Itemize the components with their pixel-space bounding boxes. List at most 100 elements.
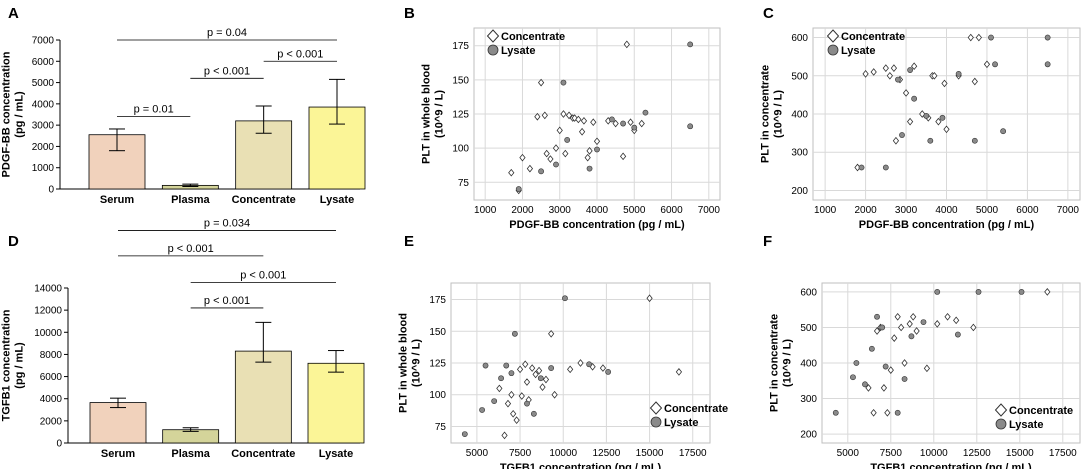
point-lysate xyxy=(975,288,982,295)
legend-circle-icon xyxy=(487,44,499,56)
point-concentrate xyxy=(539,383,546,391)
category-label: Lysate xyxy=(319,448,353,460)
y-tick-label: 4000 xyxy=(40,394,63,405)
bar-serum xyxy=(89,402,147,444)
point-concentrate xyxy=(519,153,526,162)
y-tick-label: 500 xyxy=(791,71,808,82)
y-axis-label-line: (10^9 / L) xyxy=(773,90,785,138)
y-tick-label: 150 xyxy=(429,327,446,338)
point-lysate xyxy=(631,124,638,131)
x-tick-label: 10000 xyxy=(920,448,948,459)
category-label: Concentrate xyxy=(232,194,296,206)
y-tick-label: 6000 xyxy=(40,372,63,383)
legend-label-lysate: Lysate xyxy=(1009,419,1043,431)
point-concentrate xyxy=(886,71,893,80)
point-concentrate xyxy=(551,390,558,399)
y-tick-label: 125 xyxy=(429,359,446,370)
y-tick-label: 6000 xyxy=(32,57,55,68)
y-tick-label: 4000 xyxy=(32,99,55,110)
point-lysate xyxy=(491,398,498,404)
point-concentrate xyxy=(529,364,536,372)
y-tick-label: 600 xyxy=(800,287,817,298)
point-concentrate xyxy=(970,323,977,332)
legend-diamond-icon xyxy=(994,403,1008,417)
y-tick-label: 3000 xyxy=(32,121,55,132)
point-lysate xyxy=(971,137,978,144)
point-concentrate xyxy=(565,111,573,120)
point-lysate xyxy=(511,330,518,337)
y-axis-label-line: (10^9 / L) xyxy=(434,90,446,138)
point-lysate xyxy=(594,146,600,153)
category-label: Serum xyxy=(100,194,134,206)
point-lysate xyxy=(687,41,694,48)
point-concentrate xyxy=(535,366,543,375)
point-concentrate xyxy=(547,155,554,163)
point-concentrate xyxy=(931,71,938,80)
point-lysate xyxy=(642,109,649,116)
point-lysate xyxy=(934,288,941,295)
point-concentrate xyxy=(935,117,942,126)
x-tick-label: 1000 xyxy=(474,205,497,216)
legend-label-lysate: Lysate xyxy=(501,45,535,57)
legend-circle-icon xyxy=(995,418,1007,430)
point-concentrate xyxy=(541,111,548,120)
legend-diamond-icon xyxy=(649,401,663,415)
point-lysate xyxy=(605,368,612,375)
point-lysate xyxy=(988,34,994,41)
y-tick-label: 5000 xyxy=(32,78,55,89)
significance-label: p < 0.001 xyxy=(168,243,214,255)
legend-diamond-icon xyxy=(486,29,500,43)
y-tick-label: 100 xyxy=(429,390,446,401)
panel-label: E xyxy=(404,233,414,250)
y-axis-label-line: TGFB1 concentration xyxy=(1,309,13,421)
significance-label: p < 0.001 xyxy=(277,48,323,60)
x-axis-label: TGFB1 concentration (pg / mL) xyxy=(870,462,1032,469)
point-concentrate xyxy=(623,40,630,49)
point-concentrate xyxy=(934,320,941,328)
significance-label: p < 0.001 xyxy=(240,269,286,281)
x-tick-label: 17500 xyxy=(1049,448,1077,459)
point-concentrate xyxy=(518,392,525,400)
y-tick-label: 2000 xyxy=(32,142,55,153)
panel-c: C 1000 2000 3000 4000 5000 6000 7000 200 300 400 50… xyxy=(760,5,1081,231)
category-label: Concentrate xyxy=(231,448,295,460)
y-tick-label: 150 xyxy=(452,75,469,86)
point-concentrate xyxy=(983,60,991,69)
point-concentrate xyxy=(953,316,960,325)
panel-d: D 0 2000 4000 6000 8000 10000 12000 14000 TGFB1 c… xyxy=(1,217,365,460)
y-tick-label: 0 xyxy=(48,185,54,196)
point-lysate xyxy=(586,165,593,172)
point-concentrate xyxy=(923,364,931,373)
panel-f: F 5000 7500 10000 12500 15000 17500 200 300 400 50… xyxy=(763,233,1081,469)
point-lysate xyxy=(482,362,489,369)
point-lysate xyxy=(620,120,626,127)
legend-diamond-icon xyxy=(826,29,840,43)
point-concentrate xyxy=(967,33,974,42)
y-axis-label: PLT in whole blood(10^9 / L) xyxy=(421,64,446,164)
point-concentrate xyxy=(543,149,550,158)
point-concentrate xyxy=(880,384,888,392)
x-axis-label: TGFB1 concentration (pg / mL) xyxy=(500,462,662,469)
point-concentrate xyxy=(943,125,950,134)
point-concentrate xyxy=(496,384,503,393)
point-lysate xyxy=(524,400,530,407)
point-concentrate xyxy=(556,126,563,135)
y-tick-label: 1000 xyxy=(32,163,55,174)
point-concentrate xyxy=(675,368,683,376)
point-concentrate xyxy=(522,360,529,369)
point-concentrate xyxy=(526,164,534,173)
legend-label-lysate: Lysate xyxy=(841,45,875,57)
point-lysate xyxy=(515,186,522,192)
x-axis-label: PDGF-BB concentration (pg / mL) xyxy=(859,219,1035,231)
point-lysate xyxy=(1044,34,1051,41)
x-tick-label: 7000 xyxy=(1057,205,1080,216)
y-tick-label: 7000 xyxy=(32,36,55,47)
point-lysate xyxy=(1018,288,1025,295)
point-lysate xyxy=(879,324,886,331)
x-tick-label: 5000 xyxy=(837,448,860,459)
significance-label: p = 0.04 xyxy=(207,27,247,39)
legend-label-concentrate: Concentrate xyxy=(1009,405,1073,417)
y-axis-label-line: (pg / mL) xyxy=(14,342,26,389)
point-concentrate xyxy=(513,416,520,424)
point-concentrate xyxy=(891,334,898,342)
